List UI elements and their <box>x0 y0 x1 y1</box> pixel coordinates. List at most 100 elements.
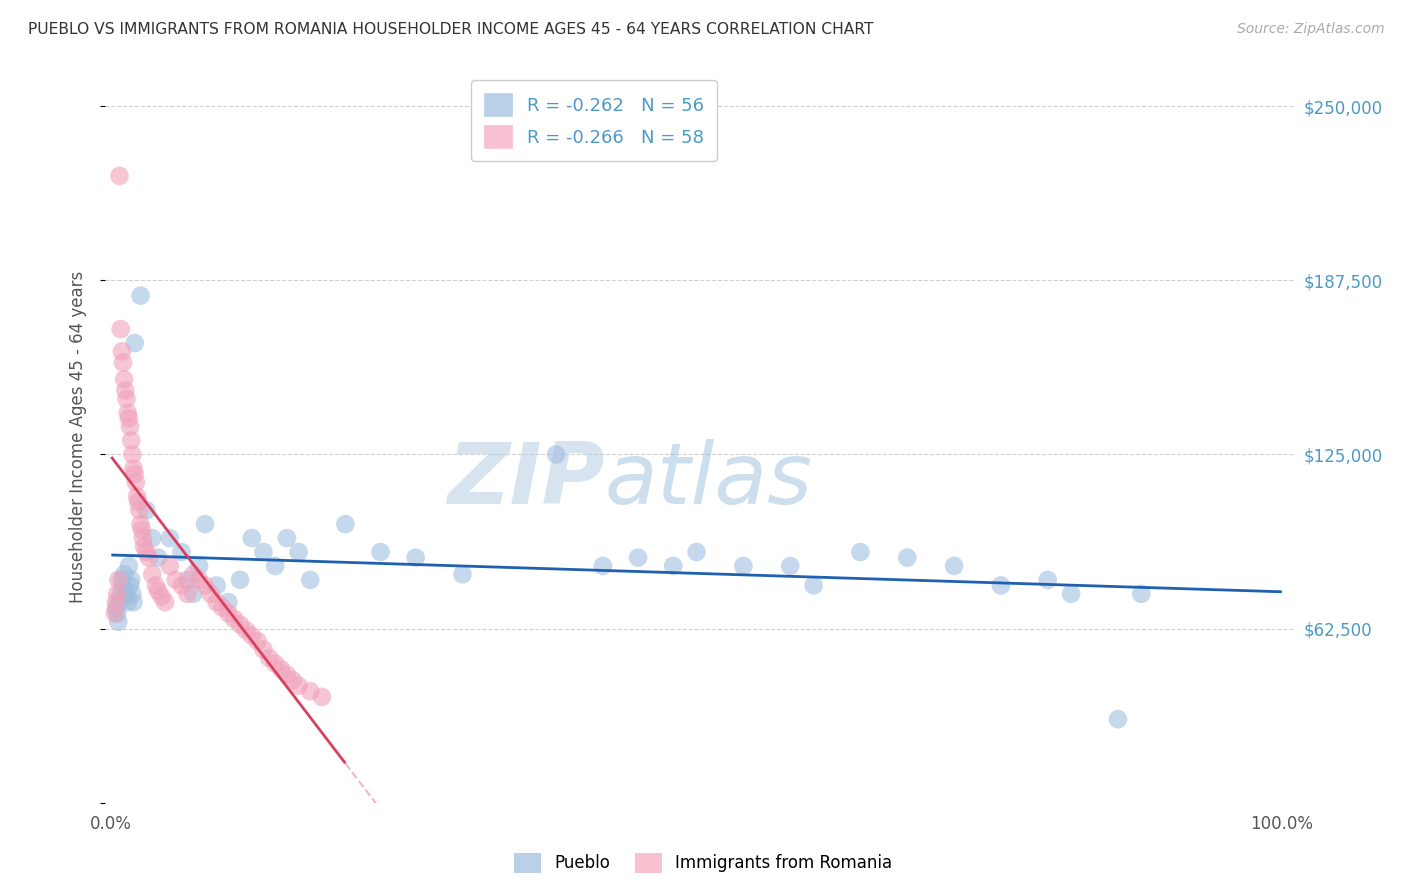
Point <box>125 475 148 490</box>
Point <box>135 545 157 559</box>
Point <box>181 567 204 582</box>
Point <box>118 578 141 592</box>
Point <box>118 558 141 573</box>
Point <box>129 288 152 302</box>
Point <box>188 558 211 573</box>
Point <box>990 578 1012 592</box>
Point <box>270 662 292 676</box>
Point <box>128 503 150 517</box>
Point <box>662 558 685 573</box>
Point <box>1060 587 1083 601</box>
Point <box>124 336 146 351</box>
Point <box>115 590 138 604</box>
Point <box>105 587 128 601</box>
Point <box>229 617 252 632</box>
Point <box>205 595 228 609</box>
Point <box>127 495 149 509</box>
Point <box>110 322 132 336</box>
Point <box>170 578 193 592</box>
Point <box>146 550 169 565</box>
Point <box>112 372 135 386</box>
Point <box>1036 573 1059 587</box>
Point <box>141 567 163 582</box>
Point <box>252 642 274 657</box>
Point <box>264 657 287 671</box>
Point <box>105 607 128 621</box>
Point <box>1107 712 1129 726</box>
Point <box>111 573 134 587</box>
Y-axis label: Householder Income Ages 45 - 64 years: Householder Income Ages 45 - 64 years <box>69 271 87 603</box>
Point <box>120 573 142 587</box>
Point <box>259 651 281 665</box>
Point <box>311 690 333 704</box>
Point <box>592 558 614 573</box>
Point <box>224 612 246 626</box>
Point <box>246 634 269 648</box>
Point <box>114 584 136 599</box>
Point <box>176 587 198 601</box>
Point <box>135 503 157 517</box>
Point <box>200 587 222 601</box>
Point <box>165 573 187 587</box>
Point <box>896 550 918 565</box>
Point <box>146 584 169 599</box>
Point <box>405 550 427 565</box>
Point <box>138 550 160 565</box>
Point <box>131 523 153 537</box>
Point <box>110 587 132 601</box>
Legend: Pueblo, Immigrants from Romania: Pueblo, Immigrants from Romania <box>508 847 898 880</box>
Point <box>943 558 966 573</box>
Point <box>145 578 167 592</box>
Point <box>229 573 252 587</box>
Point <box>132 531 155 545</box>
Point <box>287 545 309 559</box>
Point <box>276 531 298 545</box>
Point <box>120 434 142 448</box>
Point <box>118 419 141 434</box>
Point <box>849 545 872 559</box>
Point <box>150 590 173 604</box>
Point <box>188 573 211 587</box>
Point <box>104 595 127 609</box>
Point <box>117 595 139 609</box>
Point <box>111 344 134 359</box>
Point <box>546 448 568 462</box>
Point <box>111 355 134 369</box>
Point <box>118 411 141 425</box>
Point <box>287 679 309 693</box>
Point <box>159 531 181 545</box>
Point <box>104 600 127 615</box>
Point <box>115 392 138 406</box>
Point <box>181 587 204 601</box>
Point <box>111 578 134 592</box>
Point <box>299 684 322 698</box>
Point <box>205 578 228 592</box>
Point <box>1130 587 1153 601</box>
Point <box>299 573 322 587</box>
Point <box>108 169 131 183</box>
Point <box>211 600 233 615</box>
Point <box>132 540 155 554</box>
Point <box>122 595 145 609</box>
Point <box>104 607 127 621</box>
Point <box>129 517 152 532</box>
Point <box>194 578 217 592</box>
Point <box>217 595 239 609</box>
Point <box>107 573 129 587</box>
Point <box>685 545 707 559</box>
Legend: R = -0.262   N = 56, R = -0.266   N = 58: R = -0.262 N = 56, R = -0.266 N = 58 <box>471 80 717 161</box>
Point <box>803 578 825 592</box>
Point <box>627 550 650 565</box>
Point <box>121 448 143 462</box>
Point <box>281 673 304 688</box>
Point <box>370 545 392 559</box>
Point <box>252 545 274 559</box>
Point <box>114 384 136 398</box>
Point <box>217 607 239 621</box>
Point <box>194 517 217 532</box>
Point <box>107 615 129 629</box>
Point <box>124 467 146 481</box>
Point <box>451 567 474 582</box>
Text: Source: ZipAtlas.com: Source: ZipAtlas.com <box>1237 22 1385 37</box>
Point <box>779 558 801 573</box>
